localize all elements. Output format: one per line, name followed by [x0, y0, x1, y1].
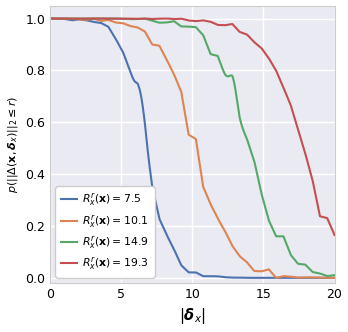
$R^r_x(\mathbf{x}) = 7.5$ [275, 276, 279, 280]
$R^r_x(\mathbf{x}) = 10.1$ [270, 271, 274, 275]
$R^r_x(\mathbf{x}) = 10.1$ [174, 76, 178, 80]
$R^r_x(\mathbf{x}) = 19.3$ [174, 17, 178, 21]
$R^r_x(\mathbf{x}) = 19.3$ [275, 71, 279, 75]
Line: $R^r_x(\mathbf{x}) = 14.9$: $R^r_x(\mathbf{x}) = 14.9$ [50, 19, 334, 276]
$R^r_x(\mathbf{x}) = 10.1$ [275, 276, 279, 280]
$R^r_x(\mathbf{x}) = 14.9$ [163, 21, 167, 25]
Line: $R^r_x(\mathbf{x}) = 7.5$: $R^r_x(\mathbf{x}) = 7.5$ [50, 19, 334, 278]
Line: $R^r_x(\mathbf{x}) = 19.3$: $R^r_x(\mathbf{x}) = 19.3$ [50, 19, 334, 235]
$R^r_x(\mathbf{x}) = 19.3$ [48, 17, 52, 21]
$R^r_x(\mathbf{x}) = 19.3$ [77, 17, 81, 21]
$R^r_x(\mathbf{x}) = 7.5$ [288, 276, 293, 280]
X-axis label: $|\boldsymbol{\delta}_x|$: $|\boldsymbol{\delta}_x|$ [179, 306, 206, 326]
$R^r_x(\mathbf{x}) = 14.9$ [84, 17, 88, 21]
Line: $R^r_x(\mathbf{x}) = 10.1$: $R^r_x(\mathbf{x}) = 10.1$ [50, 19, 334, 278]
$R^r_x(\mathbf{x}) = 7.5$ [163, 229, 167, 233]
$R^r_x(\mathbf{x}) = 19.3$ [244, 32, 248, 36]
$R^r_x(\mathbf{x}) = 19.3$ [332, 233, 337, 237]
$R^r_x(\mathbf{x}) = 19.3$ [55, 17, 60, 21]
Y-axis label: $p(||\Delta(\mathbf{x}, \boldsymbol{\delta}_x)||_2 \leq r)$: $p(||\Delta(\mathbf{x}, \boldsymbol{\del… [6, 96, 19, 193]
$R^r_x(\mathbf{x}) = 14.9$ [270, 225, 274, 229]
$R^r_x(\mathbf{x}) = 7.5$ [48, 17, 52, 21]
$R^r_x(\mathbf{x}) = 14.9$ [275, 234, 279, 238]
$R^r_x(\mathbf{x}) = 14.9$ [244, 134, 248, 138]
$R^r_x(\mathbf{x}) = 10.1$ [77, 17, 81, 21]
$R^r_x(\mathbf{x}) = 14.9$ [77, 17, 81, 21]
$R^r_x(\mathbf{x}) = 14.9$ [332, 273, 337, 277]
Legend: $R^r_x(\mathbf{x}) = 7.5$, $R^r_x(\mathbf{x}) = 10.1$, $R^r_x(\mathbf{x}) = 14.9: $R^r_x(\mathbf{x}) = 7.5$, $R^r_x(\mathb… [55, 187, 155, 278]
$R^r_x(\mathbf{x}) = 14.9$ [174, 20, 178, 24]
$R^r_x(\mathbf{x}) = 7.5$ [243, 276, 247, 280]
$R^r_x(\mathbf{x}) = 10.1$ [62, 17, 66, 21]
$R^r_x(\mathbf{x}) = 14.9$ [48, 17, 52, 21]
$R^r_x(\mathbf{x}) = 10.1$ [163, 55, 167, 59]
$R^r_x(\mathbf{x}) = 14.9$ [325, 274, 330, 278]
$R^r_x(\mathbf{x}) = 10.1$ [332, 276, 337, 280]
$R^r_x(\mathbf{x}) = 19.3$ [163, 17, 167, 21]
$R^r_x(\mathbf{x}) = 7.5$ [77, 17, 81, 21]
$R^r_x(\mathbf{x}) = 7.5$ [332, 276, 337, 280]
$R^r_x(\mathbf{x}) = 7.5$ [270, 276, 274, 280]
$R^r_x(\mathbf{x}) = 10.1$ [244, 259, 248, 263]
$R^r_x(\mathbf{x}) = 10.1$ [48, 17, 52, 21]
$R^r_x(\mathbf{x}) = 19.3$ [270, 62, 274, 66]
$R^r_x(\mathbf{x}) = 7.5$ [173, 250, 177, 254]
